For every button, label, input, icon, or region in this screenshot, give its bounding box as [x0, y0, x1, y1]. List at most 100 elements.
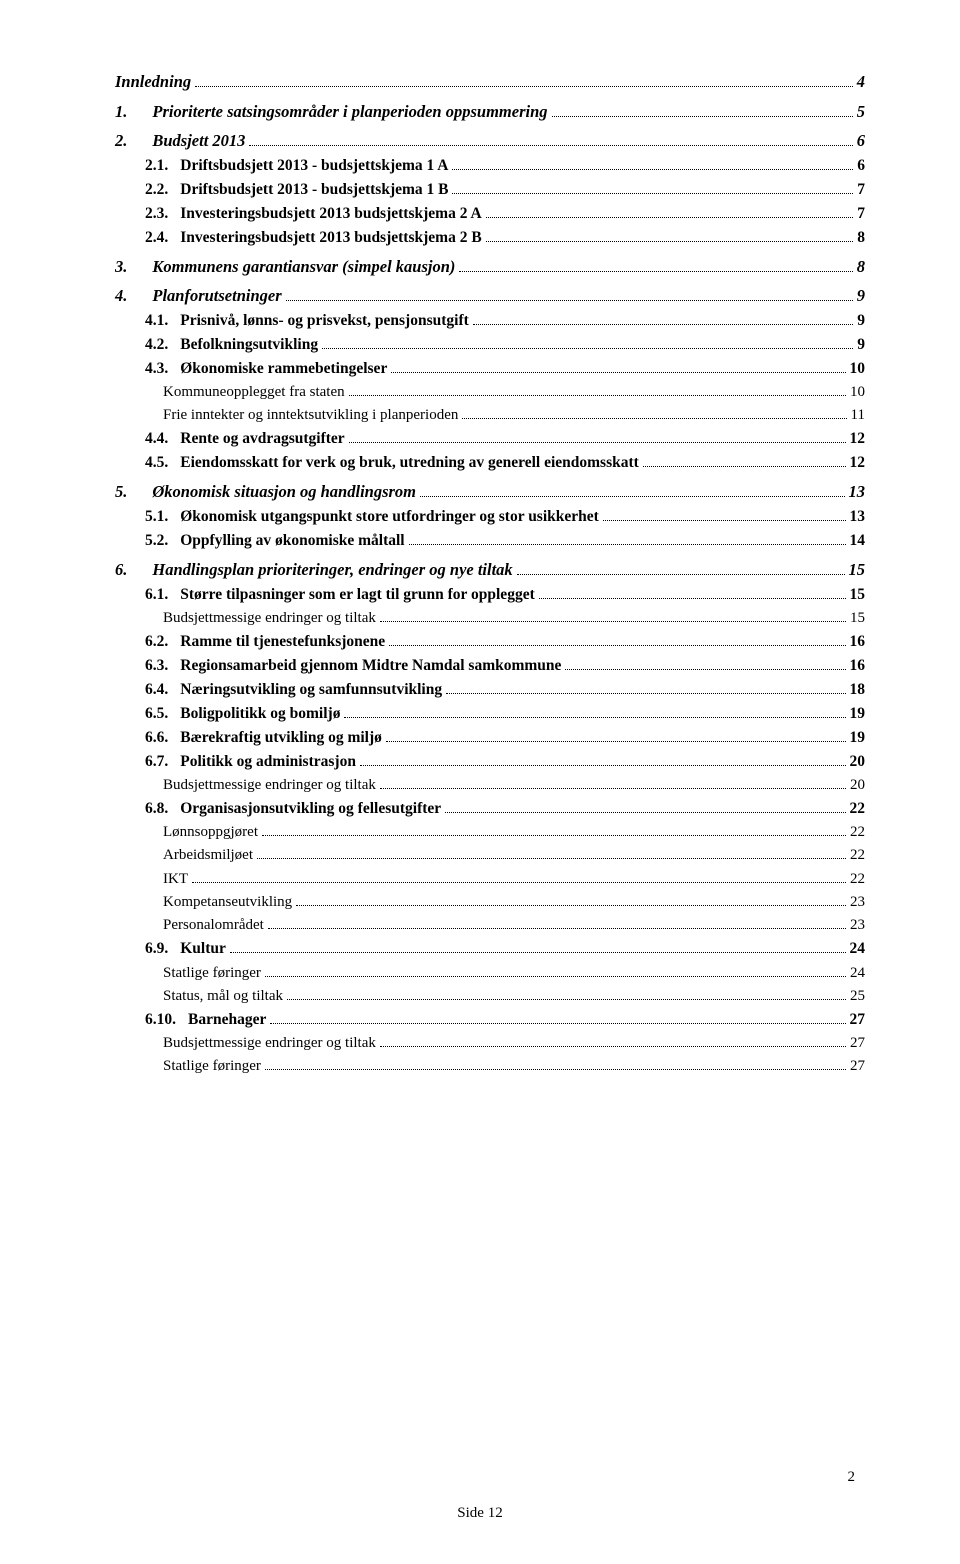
toc-entry: 6.4.Næringsutvikling og samfunnsutviklin… [145, 678, 865, 702]
toc-entry: IKT22 [163, 868, 865, 891]
toc-title: Eiendomsskatt for verk og bruk, utrednin… [180, 451, 639, 475]
toc-entry: Budsjettmessige endringer og tiltak15 [163, 607, 865, 630]
toc-number: 4.2. [145, 333, 168, 357]
toc-page-number: 11 [851, 404, 865, 427]
toc-title: Rente og avdragsutgifter [180, 427, 344, 451]
toc-title: Politikk og administrasjon [180, 750, 356, 774]
toc-title: Budsjettmessige endringer og tiltak [163, 774, 376, 797]
footer-side-label: Side 12 [0, 1505, 960, 1522]
toc-page-number: 9 [857, 309, 865, 333]
toc-title: Statlige føringer [163, 962, 261, 985]
toc-entry: Statlige føringer 24 [163, 962, 865, 985]
toc-leader [486, 230, 854, 242]
toc-number: 2. [115, 128, 127, 154]
toc-number: 5.1. [145, 505, 168, 529]
toc-title: Kommuneopplegget fra staten [163, 381, 345, 404]
toc-title: Driftsbudsjett 2013 - budsjettskjema 1 A [180, 154, 448, 178]
toc-entry: 6.2.Ramme til tjenestefunksjonene16 [145, 630, 865, 654]
toc-leader [265, 1059, 846, 1071]
toc-leader [446, 682, 845, 694]
toc-leader [565, 658, 845, 670]
toc-entry: 6.3.Regionsamarbeid gjennom Midtre Namda… [145, 654, 865, 678]
toc-number: 6.3. [145, 654, 168, 678]
toc-leader [386, 730, 846, 742]
toc-page-number: 16 [850, 630, 866, 654]
toc-page-number: 22 [850, 797, 866, 821]
toc-leader [603, 509, 846, 521]
toc-leader [462, 408, 846, 420]
toc-entry: Frie inntekter og inntektsutvikling i pl… [163, 404, 865, 427]
toc-page-number: 5 [857, 99, 865, 125]
toc-page-number: 27 [850, 1008, 866, 1032]
toc-page-number: 24 [850, 962, 865, 985]
toc-page-number: 14 [850, 529, 866, 553]
toc-page-number: 18 [850, 678, 866, 702]
toc-entry: 6.6.Bærekraftig utvikling og miljø19 [145, 726, 865, 750]
toc-entry: 4.3.Økonomiske rammebetingelser10 [145, 357, 865, 381]
toc-leader [360, 754, 846, 766]
toc-title: Barnehager [188, 1008, 266, 1032]
toc-page-number: 6 [857, 128, 865, 154]
toc-leader [286, 289, 853, 302]
toc-title: Bærekraftig utvikling og miljø [180, 726, 382, 750]
toc-leader [552, 104, 853, 117]
toc-entry: Arbeidsmiljøet22 [163, 844, 865, 867]
toc-entry: Budsjettmessige endringer og tiltak27 [163, 1032, 865, 1055]
toc-leader [517, 563, 845, 576]
toc-page-number: 7 [857, 178, 865, 202]
toc-leader [349, 384, 846, 396]
toc-page-number: 22 [850, 821, 865, 844]
toc-number: 6.7. [145, 750, 168, 774]
toc-title: Boligpolitikk og bomiljø [180, 702, 340, 726]
toc-page-number: 9 [857, 333, 865, 357]
toc-page-number: 16 [850, 654, 866, 678]
toc-page-number: 9 [857, 283, 865, 309]
toc-page-number: 15 [850, 607, 865, 630]
toc-title: Lønnsoppgjøret [163, 821, 258, 844]
toc-page-number: 20 [850, 750, 866, 774]
toc-page-number: 23 [850, 914, 865, 937]
toc-leader [262, 825, 846, 837]
toc-page-number: 23 [850, 891, 865, 914]
toc-leader [445, 801, 845, 813]
toc-number: 6.10. [145, 1008, 176, 1032]
toc-entry: Statlige føringer27 [163, 1055, 865, 1078]
toc-title: Økonomisk utgangspunkt store utfordringe… [180, 505, 599, 529]
toc-title: Budsjettmessige endringer og tiltak [163, 1032, 376, 1055]
toc-page-number: 19 [850, 702, 866, 726]
toc-number: 6. [115, 557, 127, 583]
toc-page-number: 15 [850, 583, 866, 607]
toc-title: Frie inntekter og inntektsutvikling i pl… [163, 404, 458, 427]
toc-entry: 2.4.Investeringsbudsjett 2013 budsjettsk… [145, 226, 865, 250]
toc-title: Økonomisk situasjon og handlingsrom [152, 479, 416, 505]
toc-leader [643, 456, 846, 468]
toc-title: Kultur [180, 937, 226, 961]
toc-leader [380, 610, 846, 622]
toc-leader [265, 965, 846, 977]
toc-title: Handlingsplan prioriteringer, endringer … [152, 557, 512, 583]
toc-number: 6.2. [145, 630, 168, 654]
toc-entry: 5.2.Oppfylling av økonomiske måltall14 [145, 529, 865, 553]
toc-leader [322, 337, 853, 349]
toc-number: 4.3. [145, 357, 168, 381]
toc-page-number: 25 [850, 985, 865, 1008]
toc-title: Prioriterte satsingsområder i planperiod… [152, 99, 547, 125]
toc-entry: 2.2.Driftsbudsjett 2013 - budsjettskjema… [145, 178, 865, 202]
toc-entry: 3.Kommunens garantiansvar (simpel kausjo… [115, 254, 865, 280]
toc-leader [192, 871, 846, 883]
toc-entry: 4.Planforutsetninger9 [115, 283, 865, 309]
toc-title: Organisasjonsutvikling og fellesutgifter [180, 797, 441, 821]
toc-page-number: 22 [850, 868, 865, 891]
page-number: 2 [848, 1469, 856, 1486]
toc-leader [380, 777, 846, 789]
toc-number: 2.4. [145, 226, 168, 250]
toc-page-number: 10 [850, 381, 865, 404]
toc-leader [230, 942, 846, 954]
toc-page-number: 8 [857, 226, 865, 250]
toc-entry: 6.5.Boligpolitikk og bomiljø19 [145, 702, 865, 726]
toc-title: Næringsutvikling og samfunnsutvikling [180, 678, 442, 702]
toc-title: Oppfylling av økonomiske måltall [180, 529, 404, 553]
toc-number: 2.2. [145, 178, 168, 202]
toc-entry: Kommuneopplegget fra staten 10 [163, 381, 865, 404]
toc-page-number: 12 [850, 451, 866, 475]
